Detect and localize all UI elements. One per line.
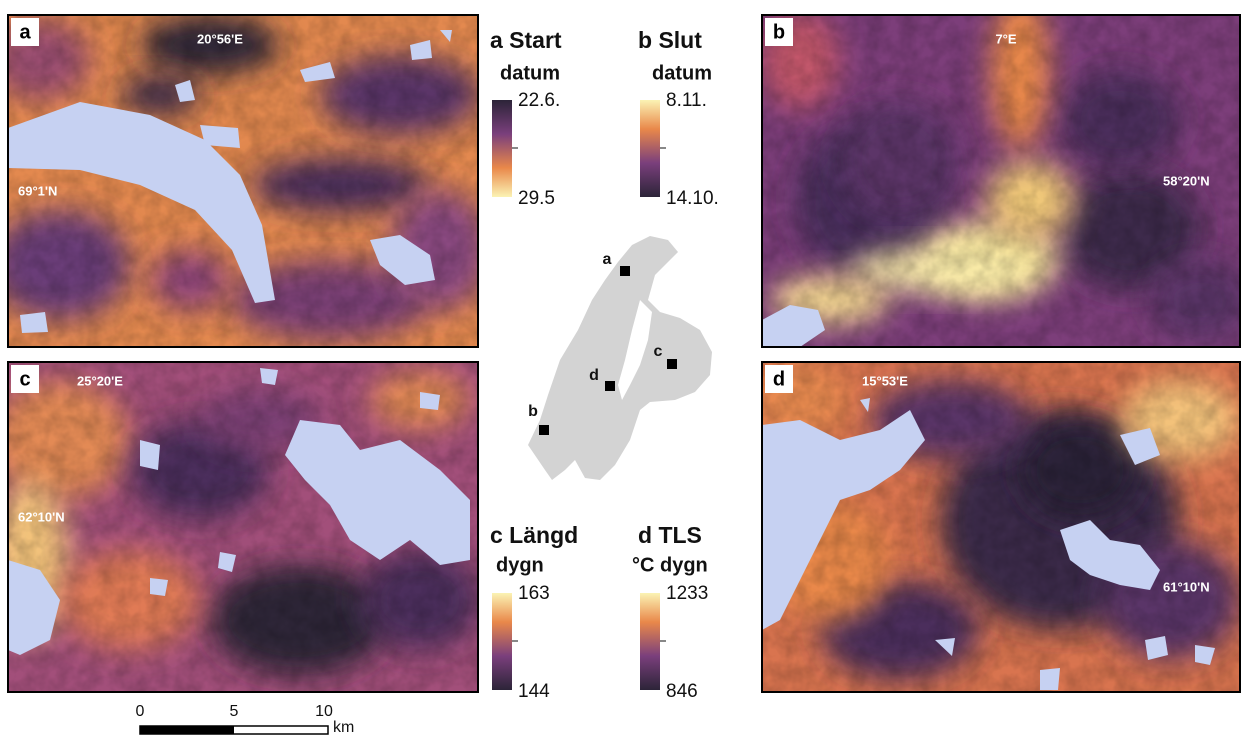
legend-title: b Slut bbox=[638, 27, 702, 53]
lake bbox=[370, 235, 435, 285]
longitude-label: 20°56'E bbox=[197, 31, 243, 46]
legend-title: d TLS bbox=[638, 522, 702, 548]
texture bbox=[762, 15, 1240, 347]
lake bbox=[1040, 668, 1060, 690]
overview-gulf bbox=[618, 300, 652, 400]
site-label: d bbox=[589, 367, 599, 384]
longitude-label: 15°53'E bbox=[862, 373, 908, 388]
lake bbox=[175, 80, 195, 102]
overview-land bbox=[528, 236, 712, 480]
lake bbox=[285, 420, 470, 565]
color-bar bbox=[492, 100, 512, 197]
scale-unit: km bbox=[333, 719, 354, 736]
panel-frame bbox=[761, 361, 1241, 693]
site-marker bbox=[620, 266, 630, 276]
legend-unit: datum bbox=[652, 62, 712, 84]
lake bbox=[1145, 636, 1168, 660]
legend-min: 29.5 bbox=[518, 188, 555, 209]
letter-box bbox=[765, 365, 793, 393]
legend-unit: dygn bbox=[496, 554, 544, 576]
panel-frame bbox=[7, 14, 479, 348]
site-label: c bbox=[654, 343, 663, 360]
latitude-label: 62°10'N bbox=[18, 509, 65, 524]
lake bbox=[300, 62, 335, 82]
lake bbox=[1060, 520, 1160, 590]
color-bar bbox=[640, 100, 660, 197]
color-bar bbox=[492, 593, 512, 690]
lake bbox=[1120, 428, 1160, 465]
letter-box bbox=[11, 365, 39, 393]
legend-min: 144 bbox=[518, 681, 550, 702]
letter-box bbox=[11, 18, 39, 46]
scale-tick: 0 bbox=[136, 703, 145, 720]
panel-letter: a bbox=[19, 21, 31, 43]
lake bbox=[150, 578, 168, 596]
lake bbox=[935, 638, 955, 656]
map-panel bbox=[762, 15, 1240, 347]
lake bbox=[420, 392, 440, 410]
panel-frame bbox=[761, 14, 1241, 348]
scale-tick: 10 bbox=[315, 703, 333, 720]
site-marker bbox=[605, 381, 615, 391]
lake bbox=[8, 102, 275, 303]
legend-max: 1233 bbox=[666, 583, 708, 604]
longitude-label: 7°E bbox=[995, 31, 1016, 46]
legend-unit: °C dygn bbox=[632, 554, 708, 576]
legend-unit: datum bbox=[500, 62, 560, 84]
longitude-label: 25°20'E bbox=[77, 373, 123, 388]
lake bbox=[140, 440, 160, 470]
site-label: b bbox=[528, 403, 538, 420]
panel-letter: b bbox=[773, 21, 785, 43]
scale-tick: 5 bbox=[230, 703, 239, 720]
color-bar bbox=[640, 593, 660, 690]
site-label: a bbox=[603, 251, 612, 268]
lake bbox=[218, 552, 236, 572]
latitude-label: 61°10'N bbox=[1163, 579, 1210, 594]
latitude-label: 58°20'N bbox=[1163, 173, 1210, 188]
lake bbox=[20, 312, 48, 333]
site-marker bbox=[539, 425, 549, 435]
map-panel bbox=[8, 15, 478, 347]
panel-letter: c bbox=[19, 368, 30, 390]
legend-min: 14.10. bbox=[666, 188, 719, 209]
lake bbox=[260, 368, 278, 385]
lake bbox=[762, 410, 925, 630]
lake bbox=[200, 125, 240, 148]
map-panel bbox=[8, 362, 478, 692]
lake bbox=[1195, 645, 1215, 665]
lake bbox=[762, 305, 825, 347]
legend-title: a Start bbox=[490, 27, 562, 53]
scale-fill bbox=[140, 726, 234, 734]
lake bbox=[8, 560, 60, 655]
legend-max: 163 bbox=[518, 583, 550, 604]
site-marker bbox=[667, 359, 677, 369]
legend-title: c Längd bbox=[490, 522, 578, 548]
legend-max: 22.6. bbox=[518, 90, 560, 111]
lake bbox=[860, 398, 870, 412]
map-panel bbox=[762, 362, 1240, 692]
panel-frame bbox=[7, 361, 479, 693]
letter-box bbox=[765, 18, 793, 46]
panel-letter: d bbox=[773, 368, 785, 390]
texture bbox=[8, 15, 478, 347]
lake bbox=[440, 30, 452, 42]
latitude-label: 69°1'N bbox=[18, 183, 57, 198]
texture bbox=[762, 362, 1240, 692]
legend-min: 846 bbox=[666, 681, 698, 702]
lake bbox=[410, 40, 432, 60]
legend-max: 8.11. bbox=[666, 90, 707, 111]
